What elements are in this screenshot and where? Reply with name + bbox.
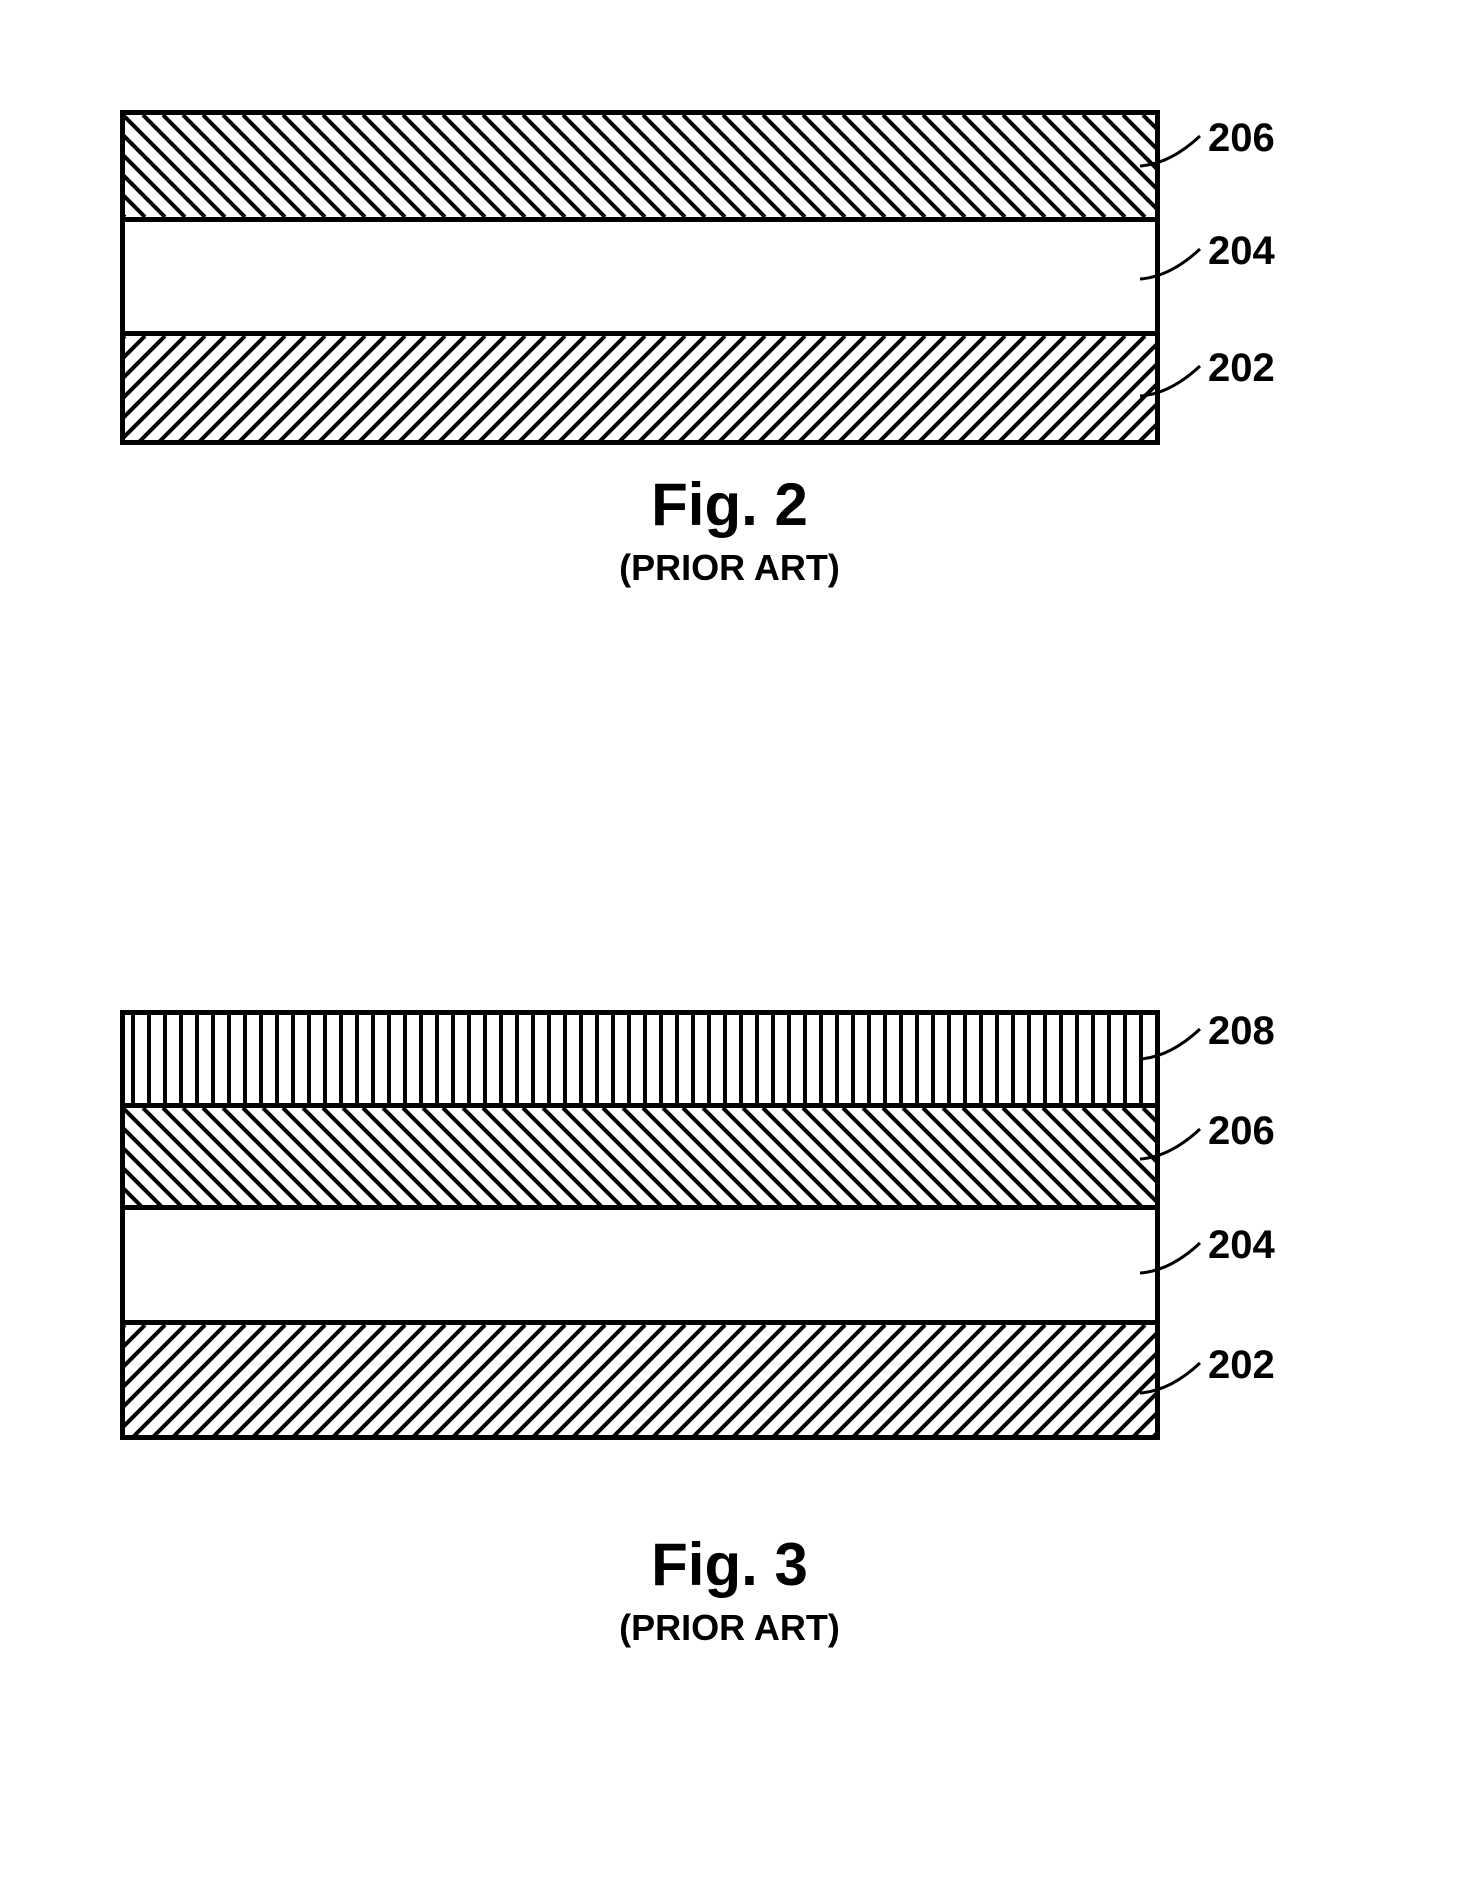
fig2-layer-204 (125, 217, 1155, 331)
layer-label: 204 (1208, 229, 1275, 274)
fig3-layer-stack (120, 1010, 1160, 1440)
fig2-layer-206 (125, 115, 1155, 217)
layer-label: 202 (1208, 1343, 1275, 1388)
fig3-caption: Fig. 3 (PRIOR ART) (0, 1530, 1459, 1649)
fig3-layer-204 (125, 1205, 1155, 1320)
fig2-caption: Fig. 2 (PRIOR ART) (0, 470, 1459, 589)
fig3-caption-subtitle: (PRIOR ART) (0, 1607, 1459, 1649)
layer-label: 206 (1208, 1109, 1275, 1154)
fig2-block: 206 204 202 (0, 110, 1459, 445)
fig3-layer-202 (125, 1320, 1155, 1435)
layer-label: 202 (1208, 346, 1275, 391)
fig2-layer-202 (125, 331, 1155, 440)
page-root: 206 204 202 Fig. 2 (PRIOR ART) 208 206 204 202 Fi… (0, 0, 1459, 1899)
fig3-layer-208 (125, 1015, 1155, 1103)
fig2-caption-title: Fig. 2 (0, 470, 1459, 539)
layer-label: 204 (1208, 1223, 1275, 1268)
fig2-layer-stack (120, 110, 1160, 445)
fig3-caption-title: Fig. 3 (0, 1530, 1459, 1599)
fig3-layer-206 (125, 1103, 1155, 1205)
layer-label: 208 (1208, 1009, 1275, 1054)
fig2-caption-subtitle: (PRIOR ART) (0, 547, 1459, 589)
layer-label: 206 (1208, 116, 1275, 161)
fig3-block: 208 206 204 202 (0, 1010, 1459, 1440)
